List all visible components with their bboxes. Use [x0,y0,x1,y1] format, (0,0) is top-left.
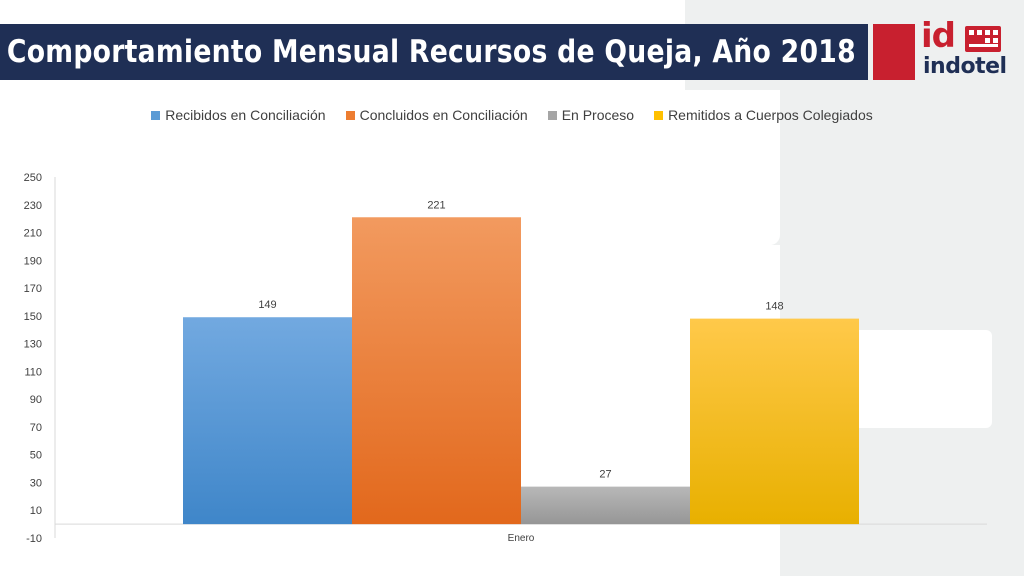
logo-grid-icon [965,26,1001,52]
logo-name-text: indotel [923,54,1007,79]
title-bar: Comportamiento Mensual Recursos de Queja… [0,24,868,80]
legend-swatch [345,110,355,120]
logo-id-text: id [921,16,956,56]
bar [521,486,690,525]
y-tick-label: 50 [30,450,42,462]
legend-item: Remitidos a Cuerpos Colegiados [654,107,873,123]
data-label: 148 [765,301,783,313]
legend-label: En Proceso [561,107,635,123]
chart-legend: Recibidos en Conciliación Concluidos en … [0,104,1024,126]
y-tick-label: 150 [24,311,42,323]
y-tick-label: 170 [24,283,42,295]
legend-swatch [654,110,664,120]
y-tick-label: 210 [24,228,42,240]
y-tick-label: 190 [24,255,42,267]
y-tick-label: 110 [24,366,42,378]
y-tick-label: 90 [30,394,42,406]
legend-item: En Proceso [547,107,635,123]
data-label: 27 [599,469,611,481]
indotel-logo: id indotel [921,16,1007,82]
legend-swatch [151,110,161,120]
legend-swatch [547,110,557,120]
legend-item: Recibidos en Conciliación [151,107,326,123]
bar [690,318,859,525]
legend-label: Remitidos a Cuerpos Colegiados [668,107,873,123]
legend-label: Concluidos en Conciliación [359,107,528,123]
legend-label: Recibidos en Conciliación [165,107,326,123]
y-tick-label: -10 [26,533,42,545]
y-tick-label: 230 [24,200,42,212]
logo-red-block [873,24,915,80]
y-tick-label: 250 [24,172,42,184]
y-tick-label: 70 [30,422,42,434]
data-label: 149 [258,299,276,311]
legend-item: Concluidos en Conciliación [345,107,528,123]
bar [183,317,352,525]
slide-title: Comportamiento Mensual Recursos de Queja… [6,34,856,70]
data-label: 221 [427,199,445,211]
bar [352,217,521,525]
background-white-panel [685,90,780,245]
y-tick-label: 30 [30,477,42,489]
y-tick-label: 130 [24,339,42,351]
y-tick-label: 10 [30,505,42,517]
x-category-label: Enero [508,533,535,544]
